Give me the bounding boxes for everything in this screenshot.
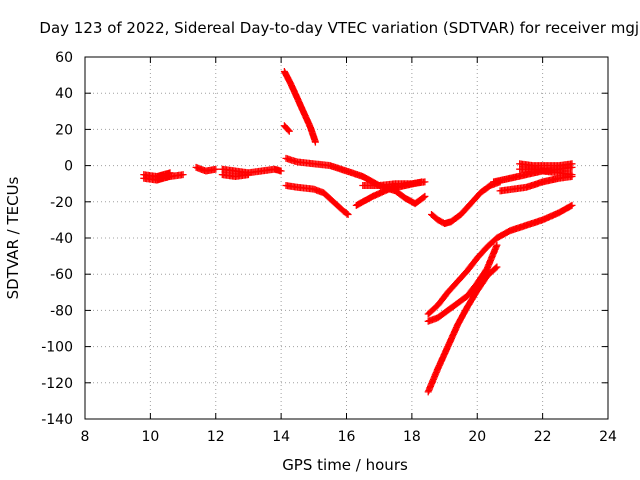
y-tick-label: -120 [41,376,73,392]
series-track-13 [428,178,504,227]
x-tick-label: 22 [534,429,552,445]
data-point-marks [280,68,319,146]
x-tick-label: 20 [468,429,486,445]
data-point-marks [424,241,501,325]
series-track-6 [280,68,319,146]
series-track-19 [516,160,576,170]
grid [85,57,608,419]
chart-title: Day 123 of 2022, Sidereal Day-to-day VTE… [39,19,640,37]
data-point-marks [140,169,174,180]
y-tick-label: -60 [50,267,73,283]
data-point-marks [282,154,383,189]
series-track-12 [375,182,429,208]
data-point-marks [424,263,501,396]
series-track-17 [496,173,576,195]
y-tick-label: 40 [55,86,73,102]
data-point-marks [516,163,576,175]
series-track-8 [282,154,383,189]
y-tick-label: -40 [50,231,73,247]
y-tick-label: -100 [41,340,73,356]
data-point-marks [424,201,576,318]
x-tick-label: 8 [81,429,90,445]
y-tick-label: 60 [55,50,73,66]
data-point-marks [282,182,352,218]
x-tick-label: 16 [338,429,356,445]
data-point-marks [192,163,220,175]
y-tick-label: -140 [41,412,73,428]
y-axis-label: SDTVAR / TECUs [4,176,22,299]
x-tick-label: 14 [272,429,290,445]
data-point-marks [375,182,429,208]
y-tick-label: -20 [50,195,73,211]
data-point-marks [218,171,252,180]
series-track-9 [282,182,352,218]
data-point-marks [428,178,504,227]
data-point-marks [280,122,293,135]
series-track-20 [516,163,576,175]
series-track-15 [424,241,501,325]
y-tick-label: 20 [55,122,73,138]
y-tick-label: 0 [64,159,73,175]
ticks: 8 10 12 14 16 18 20 22 24 -140 -120 -100 -80 -60 -40 -2… [41,50,617,445]
series-track-3 [192,163,220,175]
x-tick-label: 10 [141,429,159,445]
x-tick-label: 18 [403,429,421,445]
series-track-16 [424,263,501,396]
data-point-marks [496,173,576,195]
data-point-marks [516,160,576,170]
x-tick-label: 12 [207,429,225,445]
series-track-14 [424,201,576,318]
data-point-marks [140,171,187,184]
series-track-1 [140,171,187,184]
x-axis-label: GPS time / hours [282,456,408,474]
series-track-5 [218,171,252,180]
data-marks [140,68,576,396]
series-track-2 [140,169,174,180]
x-tick-label: 24 [599,429,617,445]
series-track-7 [280,122,293,135]
y-tick-label: -80 [50,303,73,319]
